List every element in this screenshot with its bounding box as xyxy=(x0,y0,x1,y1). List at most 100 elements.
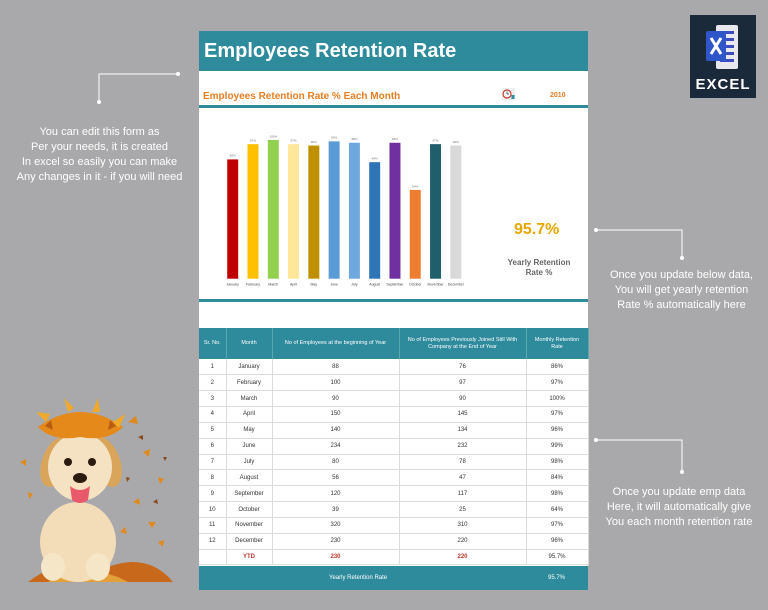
ytd-cell xyxy=(199,549,227,566)
table-row: 1 January 88 76 86% xyxy=(199,359,589,376)
row-rate: 86% xyxy=(526,359,589,376)
row-begin-count[interactable]: 120 xyxy=(272,485,400,503)
table-row: 2 February 100 97 97% xyxy=(199,374,589,392)
monthly-retention-chart: 86% January 97% February 100% March 97% April 96… xyxy=(226,134,465,287)
ytd-label[interactable]: YTD xyxy=(226,549,273,566)
footer-value: 95.7% xyxy=(548,575,566,581)
row-end-count[interactable]: 90 xyxy=(399,390,527,408)
table-row: 8 August 56 47 84% xyxy=(199,469,589,487)
row-end-count[interactable]: 78 xyxy=(399,454,527,471)
row-begin-count[interactable]: 80 xyxy=(272,454,400,471)
note-edit-form: You can edit this form as Per your needs… xyxy=(0,125,199,185)
bar-value-label: 98% xyxy=(351,137,357,141)
excel-logo: EXCEL xyxy=(690,15,756,98)
category-label: December xyxy=(448,283,465,287)
row-end-count[interactable]: 76 xyxy=(399,359,527,376)
row-rate: 99% xyxy=(526,438,589,455)
row-end-count[interactable]: 145 xyxy=(399,406,527,423)
note-line: Rate % automatically here xyxy=(617,299,746,311)
row-rate: 97% xyxy=(526,517,589,534)
row-rate: 97% xyxy=(526,374,589,392)
category-label: July xyxy=(351,283,357,287)
bar-value-label: 64% xyxy=(412,184,418,188)
bar-september xyxy=(389,142,401,279)
bar-april xyxy=(288,144,300,279)
row-begin-count[interactable]: 90 xyxy=(272,390,400,408)
ytd-end[interactable]: 220 xyxy=(399,549,527,566)
ytd-begin[interactable]: 230 xyxy=(272,549,400,566)
table-row: 6 June 234 232 99% xyxy=(199,438,589,455)
bar-value-label: 100% xyxy=(269,134,277,138)
title-banner: Employees Retention Rate xyxy=(199,31,588,71)
note-yearly-update: Once you update below data, You will get… xyxy=(595,268,768,313)
row-sr-no: 9 xyxy=(199,485,227,503)
row-begin-count[interactable]: 39 xyxy=(272,501,400,518)
bar-july xyxy=(348,142,360,279)
row-begin-count[interactable]: 150 xyxy=(272,406,400,423)
row-sr-no: 12 xyxy=(199,533,227,550)
row-begin-count[interactable]: 320 xyxy=(272,517,400,534)
bar-value-label: 99% xyxy=(331,136,337,140)
row-begin-count[interactable]: 234 xyxy=(272,438,400,455)
bar-november xyxy=(430,144,442,279)
table-row: 4 April 150 145 97% xyxy=(199,406,589,423)
table-row: 11 November 320 310 97% xyxy=(199,517,589,534)
category-label: November xyxy=(427,283,444,287)
table-row: 7 July 80 78 98% xyxy=(199,454,589,471)
row-rate: 84% xyxy=(526,469,589,487)
bar-value-label: 96% xyxy=(453,140,459,144)
connector-right-2 xyxy=(594,438,684,474)
bar-january xyxy=(227,159,239,279)
bar-may xyxy=(308,145,320,279)
table-row: 9 September 120 117 98% xyxy=(199,485,589,503)
row-sr-no: 4 xyxy=(199,406,227,423)
row-end-count[interactable]: 134 xyxy=(399,422,527,439)
bar-march xyxy=(267,139,279,279)
row-end-count[interactable]: 97 xyxy=(399,374,527,392)
row-month: February xyxy=(226,374,273,392)
footer-label: Yearly Retention Rate xyxy=(329,575,388,581)
row-sr-no: 1 xyxy=(199,359,227,376)
row-end-count[interactable]: 117 xyxy=(399,485,527,503)
note-monthly-update: Once you update emp data Here, it will a… xyxy=(590,485,768,530)
row-sr-no: 11 xyxy=(199,517,227,534)
category-label: May xyxy=(311,283,318,287)
row-end-count[interactable]: 25 xyxy=(399,501,527,518)
row-begin-count[interactable]: 88 xyxy=(272,359,400,376)
bar-value-label: 96% xyxy=(311,140,317,144)
row-begin-count[interactable]: 140 xyxy=(272,422,400,439)
row-month: April xyxy=(226,406,273,423)
row-begin-count[interactable]: 230 xyxy=(272,533,400,550)
row-sr-no: 2 xyxy=(199,374,227,392)
yearly-retention-label: Yearly Retention Rate % xyxy=(507,258,571,277)
yearly-retention-value: 95.7% xyxy=(514,221,560,238)
connector-left xyxy=(97,72,180,104)
row-sr-no: 5 xyxy=(199,422,227,439)
row-begin-count[interactable]: 56 xyxy=(272,469,400,487)
category-label: October xyxy=(409,283,422,287)
row-rate: 97% xyxy=(526,406,589,423)
yearly-retention-footer: Yearly Retention Rate 95.7% xyxy=(199,566,588,590)
row-sr-no: 7 xyxy=(199,454,227,471)
row-end-count[interactable]: 232 xyxy=(399,438,527,455)
bar-value-label: 98% xyxy=(392,137,398,141)
table-row: 12 December 230 220 96% xyxy=(199,533,589,550)
header-sr-no: Sr. No. xyxy=(199,328,227,359)
row-end-count[interactable]: 220 xyxy=(399,533,527,550)
row-end-count[interactable]: 310 xyxy=(399,517,527,534)
row-month: August xyxy=(226,469,273,487)
row-month: July xyxy=(226,454,273,471)
bar-value-label: 97% xyxy=(432,139,438,143)
divider xyxy=(199,299,588,302)
note-line: Once you update emp data xyxy=(612,486,746,498)
note-line: In excel so easily you can make xyxy=(21,156,178,168)
year-label: 2010 xyxy=(550,92,566,99)
note-line: You each month retention rate xyxy=(605,516,753,528)
table-row: 5 May 140 134 96% xyxy=(199,422,589,439)
row-end-count[interactable]: 47 xyxy=(399,469,527,487)
note-line: Here, it will automatically give xyxy=(606,501,752,513)
row-begin-count[interactable]: 100 xyxy=(272,374,400,392)
row-month: November xyxy=(226,517,273,534)
bar-value-label: 97% xyxy=(290,139,296,143)
row-month: September xyxy=(226,485,273,503)
